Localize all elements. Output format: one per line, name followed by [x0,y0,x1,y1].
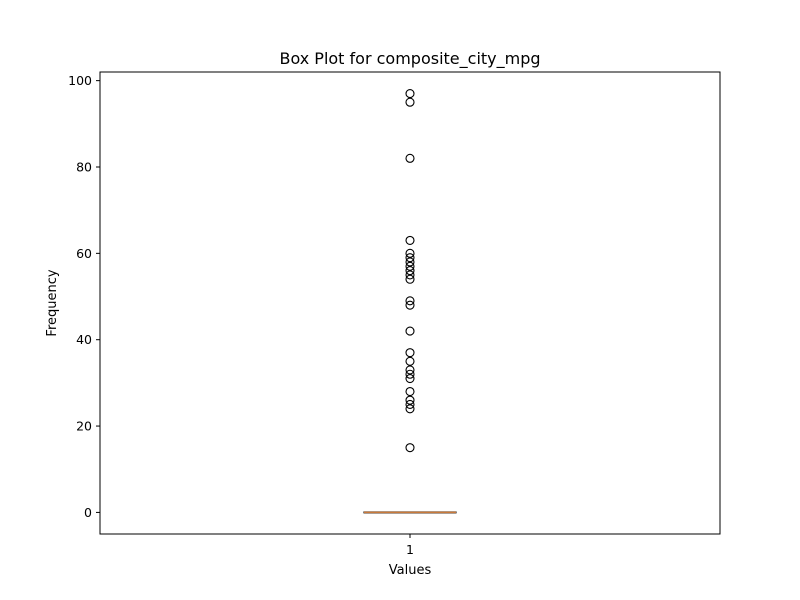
outlier-point [405,89,415,99]
outlier-point [405,97,415,107]
outlier-point [405,270,415,280]
outlier-point [405,386,415,397]
outlier-point [405,404,415,414]
outlier-point [405,348,415,358]
plot-frame [99,71,721,535]
y-tick-label: 80 [76,159,92,174]
outlier-point [405,374,415,384]
outlier-point [405,399,415,410]
outlier-point [405,261,415,271]
outlier-point [405,356,415,366]
outlier-point [405,326,415,336]
outlier-point [405,296,415,306]
y-tick-label: 20 [76,419,92,434]
y-tick-label: 100 [68,73,92,88]
outlier-point [405,369,415,379]
outlier-point [405,248,415,258]
outlier-point [405,257,415,267]
x-axis-label: Values [389,563,432,578]
outlier-point [405,443,415,453]
plot-content [363,89,457,514]
y-tick-label: 0 [84,505,92,520]
outlier-point [405,365,415,375]
x-tick-label: 1 [406,542,414,557]
y-axis-ticks: 0 20 40 60 80 100 [68,73,100,520]
chart-title: Box Plot for composite_city_mpg [279,49,540,69]
x-axis-ticks: 1 [406,534,414,557]
outlier-point [405,235,415,245]
outlier-point [405,153,415,163]
outlier-point [405,300,415,310]
outlier-point [405,395,415,405]
outlier-point [405,253,415,263]
y-axis-label: Frequency [45,269,60,336]
y-tick-label: 40 [76,332,92,347]
outlier-point [405,266,415,276]
outlier-point [405,274,415,284]
y-tick-label: 60 [76,246,92,261]
